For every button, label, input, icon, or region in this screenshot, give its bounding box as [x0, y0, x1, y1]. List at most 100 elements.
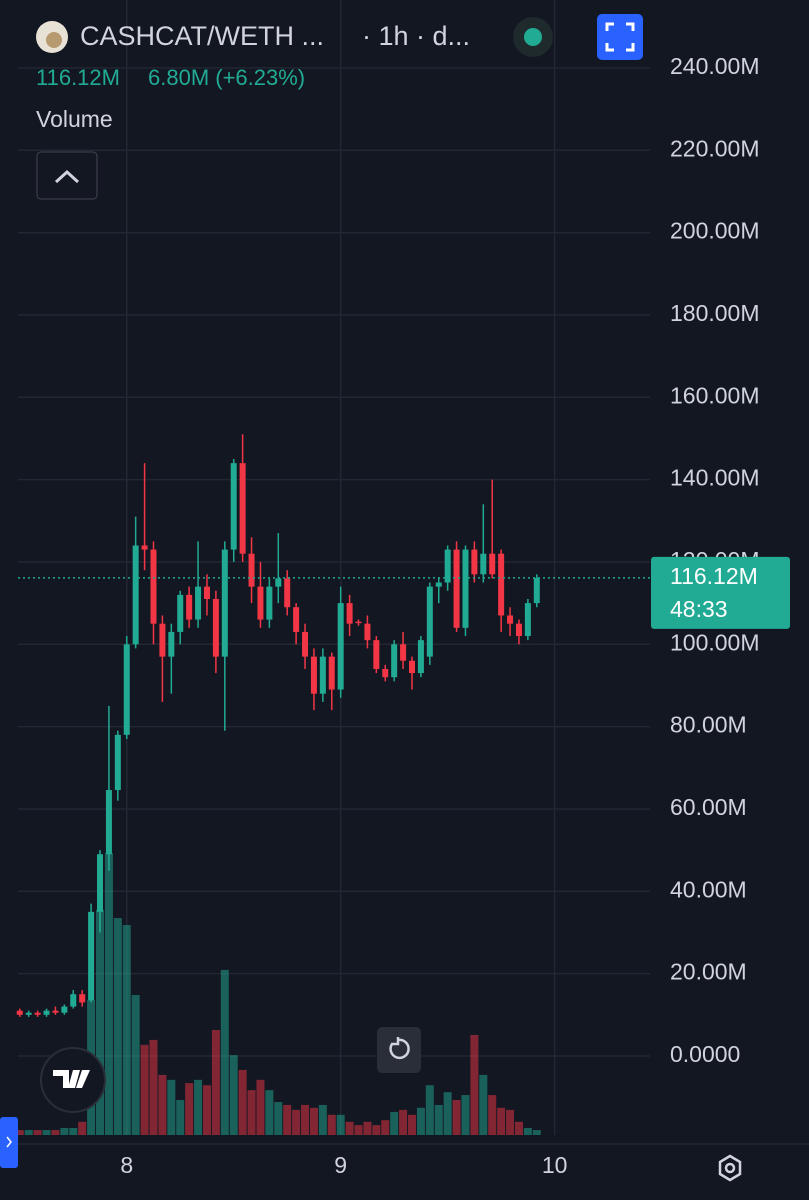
volume-bar [104, 852, 113, 1135]
candles [16, 434, 540, 1017]
side-tab[interactable] [0, 1117, 18, 1168]
volume-bar [202, 1085, 211, 1135]
grid [18, 0, 650, 1135]
candle-body [524, 603, 531, 637]
candle-body [230, 463, 237, 550]
volume-bar [24, 1130, 33, 1135]
fullscreen-icon [605, 22, 635, 52]
candle-body [337, 603, 344, 690]
last-price: 116.12M [36, 65, 120, 90]
volume-bar [336, 1114, 345, 1135]
volume-bar [131, 995, 140, 1135]
volume-bar [15, 1130, 24, 1135]
fullscreen-button[interactable] [597, 14, 643, 60]
volume-bar [265, 1090, 274, 1135]
volume-bar [506, 1109, 515, 1135]
candle-body [159, 623, 166, 657]
volume-bar [381, 1120, 390, 1135]
volume-bar [292, 1109, 301, 1135]
x-tick-label: 10 [542, 1152, 568, 1178]
last-price-tag-label: 116.12M [670, 563, 758, 589]
volume-bar [158, 1074, 167, 1135]
candle-body [203, 586, 210, 599]
candle-body [328, 656, 335, 690]
x-tick-label: 9 [334, 1152, 347, 1178]
volume-bar [113, 918, 122, 1135]
volume-bar [247, 1090, 256, 1135]
candle-body [310, 656, 317, 694]
candle-body [186, 594, 193, 620]
volume-bar [354, 1125, 363, 1135]
candle-body [498, 553, 505, 616]
y-tick-label: 60.00M [670, 794, 747, 820]
volume-bar [283, 1104, 292, 1135]
volume-bar [185, 1083, 194, 1135]
candle-body [114, 734, 121, 791]
volume-bar [149, 1039, 158, 1135]
volume-bar [140, 1044, 149, 1135]
interval[interactable]: · 1h · d... [362, 21, 470, 51]
candle-body [239, 463, 246, 554]
candle-body [435, 582, 442, 587]
avatar-cat [46, 32, 62, 48]
candle-body [257, 586, 264, 620]
volume-bar [497, 1107, 506, 1135]
y-tick-label: 220.00M [670, 135, 760, 161]
volume-bar [345, 1121, 354, 1135]
volume-bar [33, 1130, 42, 1135]
volume-bar [372, 1125, 381, 1135]
settings-button[interactable] [718, 1154, 742, 1182]
y-tick-label: 100.00M [670, 629, 760, 655]
y-tick-label: 80.00M [670, 712, 747, 738]
last-price-tag [651, 556, 790, 629]
volume-bar [327, 1114, 336, 1135]
candle-body [105, 790, 112, 855]
candle-body [123, 644, 130, 735]
volume-bar [42, 1130, 51, 1135]
volume-bar [194, 1079, 203, 1135]
volume-bar [443, 1092, 452, 1135]
candle-body [97, 854, 104, 912]
candle-body [70, 994, 77, 1007]
candle-body [132, 545, 139, 645]
volume-bar [220, 969, 229, 1135]
volume-bar [96, 909, 105, 1135]
volume-bar [479, 1074, 488, 1135]
collapse-button[interactable] [36, 151, 98, 200]
candle-body [471, 549, 478, 575]
side-tab-icon [6, 1136, 12, 1148]
y-tick-label: 20.00M [670, 959, 747, 985]
y-tick-label: 160.00M [670, 382, 760, 408]
volume-bar [78, 1121, 87, 1135]
candle-body [61, 1006, 68, 1013]
candle-body [25, 1012, 32, 1015]
candle-body [346, 603, 353, 624]
volume-bar [51, 1130, 60, 1135]
candle-body [34, 1012, 41, 1015]
candle-body [489, 553, 496, 575]
volume-bar [363, 1121, 372, 1135]
candle-body [293, 607, 300, 632]
candle-body [453, 549, 460, 628]
volume-bar [274, 1102, 283, 1135]
volume-bar [256, 1079, 265, 1135]
reset-button[interactable] [377, 1027, 421, 1073]
volume-bar [390, 1111, 399, 1135]
candle-body [141, 545, 148, 550]
volume-bar [176, 1100, 185, 1135]
candle-body [52, 1010, 59, 1013]
candle-body [79, 994, 86, 1003]
volume-bar [238, 1069, 247, 1135]
volume-bar [407, 1114, 416, 1135]
volume-bar [309, 1107, 318, 1135]
candle-body [462, 549, 469, 628]
chevron-up [54, 169, 80, 184]
y-tick-label: 140.00M [670, 465, 760, 491]
candle-body [221, 549, 228, 657]
candle-body [177, 594, 184, 632]
candle-body [507, 615, 514, 624]
symbol[interactable]: CASHCAT/WETH ... [80, 21, 324, 51]
reset-icon [389, 1037, 410, 1060]
